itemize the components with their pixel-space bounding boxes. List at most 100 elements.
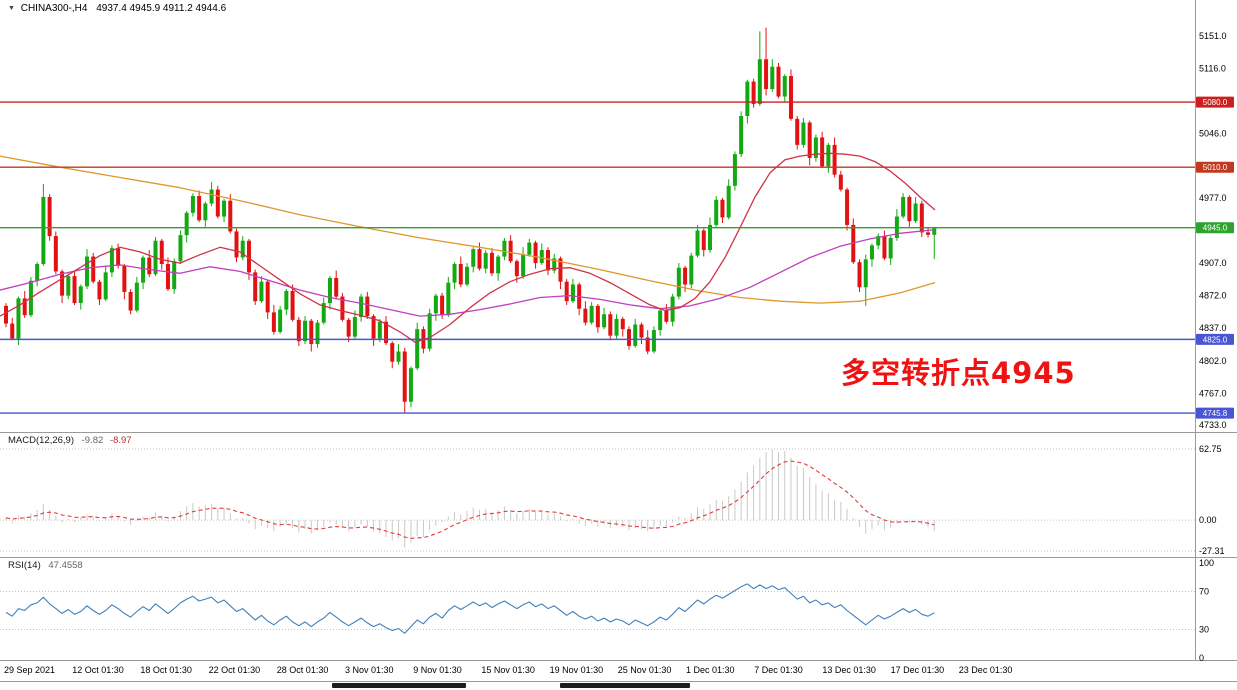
candle-body [620, 318, 625, 330]
price-tick-label: 4802.0 [1199, 356, 1227, 366]
candle-body [134, 282, 139, 311]
candle-body [764, 59, 769, 90]
candle-body [496, 256, 501, 274]
candle-body [35, 264, 40, 281]
price-level-badge-text: 4945.0 [1203, 224, 1228, 233]
candle-body [178, 235, 183, 262]
candle-body [926, 232, 931, 235]
candle-body [446, 282, 451, 316]
ma-line-red [0, 152, 936, 343]
candle-body [863, 259, 868, 288]
candle-body [240, 240, 245, 258]
candle-body [689, 255, 694, 285]
price-tick-label: 5116.0 [1199, 64, 1226, 74]
time-axis-label: 22 Oct 01:30 [209, 665, 261, 675]
candle-body [845, 189, 850, 225]
candle-body [602, 314, 607, 328]
candle-body [714, 199, 719, 225]
candle-body [651, 330, 656, 352]
candle-body [502, 240, 507, 257]
candle-body [645, 337, 650, 352]
candle-body [452, 264, 457, 283]
candle-body [701, 230, 706, 251]
rsi-name: RSI(14) [8, 560, 41, 571]
candle-body [614, 318, 619, 336]
price-level-badge-text: 5080.0 [1203, 98, 1228, 107]
candle-body [97, 281, 102, 300]
candle-body [184, 212, 189, 236]
candle-body [278, 309, 283, 332]
time-axis-label: 29 Sep 2021 [4, 665, 55, 675]
rsi-tick-label: 70 [1199, 587, 1209, 597]
time-axis-label: 13 Dec 01:30 [822, 665, 876, 675]
candle-body [47, 196, 52, 237]
candle-body [919, 203, 924, 233]
candle-body [508, 240, 513, 262]
candle-body [103, 272, 108, 300]
candle-body [739, 116, 744, 155]
macd-signal-line [5, 460, 935, 539]
candle-body [527, 242, 532, 255]
candle-body [78, 286, 83, 304]
macd-indicator-label: MACD(12,26,9) -9.82 -8.97 [8, 435, 132, 446]
rsi-line [5, 583, 935, 634]
time-axis-label: 15 Nov 01:30 [481, 665, 535, 675]
candle-body [458, 264, 463, 285]
candle-body [888, 237, 893, 259]
candle-body [813, 137, 818, 158]
candle-body [552, 258, 557, 271]
time-axis-label: 3 Nov 01:30 [345, 665, 394, 675]
candle-body [359, 296, 364, 318]
candle-body [290, 290, 295, 320]
candle-body [427, 313, 432, 349]
candle-body [190, 196, 195, 213]
candle-body [882, 236, 887, 259]
candle-body [10, 323, 15, 339]
candle-body [41, 196, 46, 265]
rsi-tick-label: 0 [1199, 653, 1204, 663]
candle-body [876, 236, 881, 246]
time-axis-label: 18 Oct 01:30 [140, 665, 192, 675]
candle-body [745, 81, 750, 117]
symbol-dropdown-icon[interactable]: ▼ [8, 5, 15, 12]
candle-body [371, 316, 376, 339]
scrollbar-thumb[interactable] [560, 683, 690, 688]
candle-body [60, 271, 65, 296]
scrollbar-thumb[interactable] [332, 683, 466, 688]
candle-body [384, 321, 389, 344]
candle-body [570, 284, 575, 302]
macd-tick-label: 62.75 [1199, 444, 1222, 454]
price-tick-label: 4907.0 [1199, 258, 1227, 268]
candle-body [788, 76, 793, 119]
candle-body [209, 189, 214, 204]
price-tick-label: 4767.0 [1199, 388, 1227, 398]
candle-body [539, 250, 544, 264]
candle-body [465, 266, 470, 285]
price-level-badge [1196, 333, 1234, 345]
candle-body [215, 189, 220, 217]
candle-body [122, 265, 127, 292]
candle-body [396, 351, 401, 362]
candle-body [732, 154, 737, 186]
candle-body [583, 308, 588, 323]
candle-body [66, 276, 71, 296]
candle-body [172, 261, 177, 290]
price-level-badge [1196, 222, 1234, 234]
ma-line-orange [0, 155, 936, 304]
candle-body [246, 240, 251, 273]
candle-body [514, 261, 519, 277]
candle-body [683, 267, 688, 285]
candle-body [303, 320, 308, 342]
candle-body [147, 257, 152, 275]
candle-body [801, 122, 806, 145]
rsi-indicator-label: RSI(14) 47.4558 [8, 560, 83, 571]
candle-body [795, 118, 800, 145]
candle-body [757, 59, 762, 104]
candle-body [608, 314, 613, 336]
turning-point-annotation[interactable]: 多空转折点4945 [841, 356, 1076, 390]
time-axis-label: 7 Dec 01:30 [754, 665, 803, 675]
candle-body [901, 196, 906, 217]
candle-body [477, 249, 482, 269]
candle-body [440, 295, 445, 316]
